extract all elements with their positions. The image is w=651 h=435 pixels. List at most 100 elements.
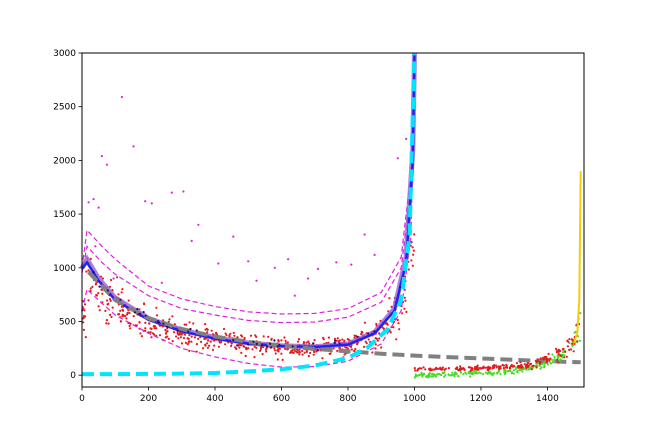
data-point-s0-175 <box>89 287 92 290</box>
data-point-s0-98 <box>158 334 162 337</box>
data-point-s9-57 <box>527 368 530 371</box>
data-point-s0-27 <box>398 328 401 331</box>
data-point-s1-21 <box>350 263 353 266</box>
data-point-s0-383 <box>109 278 113 282</box>
dark-point-22 <box>176 329 179 332</box>
data-point-s0-407 <box>386 323 389 326</box>
dark-point-33 <box>276 345 279 348</box>
data-point-s0-502 <box>397 322 400 325</box>
dark-point-31 <box>278 343 281 347</box>
data-point-s0-130 <box>184 341 187 344</box>
data-point-s0-241 <box>139 332 142 335</box>
data-point-s10-158 <box>499 365 502 368</box>
data-point-s0-259 <box>121 288 124 291</box>
data-point-s10-80 <box>559 349 562 353</box>
data-point-s0-84 <box>188 334 191 337</box>
data-point-s10-109 <box>435 366 438 369</box>
data-point-s10-141 <box>482 366 485 369</box>
data-point-s10-161 <box>475 365 478 368</box>
data-point-s10-173 <box>470 368 473 371</box>
data-point-s0-398 <box>374 347 377 350</box>
data-point-s10-172 <box>536 358 539 361</box>
data-point-s10-59 <box>530 368 533 371</box>
data-point-s0-151 <box>83 309 86 312</box>
data-point-s0-401 <box>164 332 168 335</box>
data-point-s9-63 <box>512 372 515 375</box>
data-point-s0-420 <box>142 302 146 305</box>
data-point-s10-171 <box>534 359 538 362</box>
data-point-s0-283 <box>295 350 298 353</box>
data-point-s0-406 <box>232 331 235 334</box>
data-point-s10-92 <box>433 368 436 371</box>
data-point-s9-202 <box>491 374 494 377</box>
data-point-s9-195 <box>576 335 580 338</box>
data-point-s0-369 <box>273 347 276 350</box>
data-point-s0-452 <box>118 313 121 316</box>
data-point-s0-298 <box>378 337 381 340</box>
data-point-s10-164 <box>463 368 466 371</box>
data-point-s0-185 <box>412 249 415 252</box>
data-point-s10-139 <box>456 366 459 369</box>
data-point-s9-94 <box>421 375 424 378</box>
data-point-s10-192 <box>428 367 431 370</box>
data-point-s9-149 <box>491 372 495 375</box>
data-point-s0-395 <box>297 338 301 341</box>
data-point-s1-12 <box>197 223 200 226</box>
dark-point-36 <box>236 344 239 347</box>
data-point-s0-100 <box>403 296 406 299</box>
data-point-s0-112 <box>120 291 123 294</box>
data-point-s0-504 <box>225 334 228 337</box>
data-point-s0-465 <box>233 334 236 337</box>
data-point-s0-277 <box>298 350 301 353</box>
data-point-s10-35 <box>564 350 567 353</box>
data-point-s9-141 <box>486 372 489 375</box>
data-point-s0-34 <box>109 299 112 302</box>
data-point-s0-243 <box>171 340 174 343</box>
data-point-s0-141 <box>240 351 243 354</box>
data-point-s0-346 <box>302 341 306 344</box>
data-point-s10-191 <box>539 357 542 360</box>
data-point-s10-181 <box>526 363 529 366</box>
data-point-s9-59 <box>509 369 512 373</box>
data-point-s0-240 <box>247 347 250 350</box>
data-point-s9-112 <box>538 364 542 367</box>
data-point-s9-183 <box>467 370 470 374</box>
data-point-s9-160 <box>487 370 490 374</box>
dark-point-16 <box>266 345 269 348</box>
data-point-s0-70 <box>375 322 378 326</box>
data-point-s10-183 <box>428 369 432 372</box>
data-point-s9-90 <box>443 375 446 378</box>
dark-point-34 <box>162 322 165 325</box>
dark-point-19 <box>291 345 294 348</box>
data-point-s1-2 <box>100 155 103 158</box>
data-point-s0-179 <box>350 348 353 351</box>
data-point-s0-434 <box>322 336 325 339</box>
data-point-s0-325 <box>281 358 284 361</box>
data-point-s0-543 <box>124 315 127 318</box>
data-point-s10-153 <box>498 366 501 370</box>
data-point-s1-17 <box>273 266 276 269</box>
data-point-s0-551 <box>117 293 120 296</box>
data-point-s10-94 <box>572 350 575 353</box>
series-line-11 <box>573 171 582 344</box>
data-point-s10-134 <box>424 368 427 371</box>
data-point-s1-25 <box>405 137 408 140</box>
data-point-s1-31 <box>307 277 310 280</box>
data-point-s0-242 <box>278 347 281 350</box>
data-point-s0-474 <box>200 340 203 343</box>
data-point-s1-22 <box>363 233 366 236</box>
data-point-s10-146 <box>557 353 560 356</box>
data-point-s0-422 <box>217 345 220 348</box>
data-point-s0-500 <box>138 321 141 324</box>
dark-point-3 <box>92 271 95 274</box>
data-point-s10-163 <box>545 361 548 364</box>
data-point-s9-11 <box>506 370 509 373</box>
data-point-s0-481 <box>296 349 299 352</box>
series-line-4 <box>81 52 416 368</box>
data-point-s0-397 <box>82 321 85 324</box>
data-point-s0-47 <box>206 342 209 345</box>
data-point-s10-187 <box>543 355 547 359</box>
dark-point-5 <box>399 286 402 289</box>
data-point-s0-365 <box>97 305 100 308</box>
data-point-s0-367 <box>108 298 112 301</box>
